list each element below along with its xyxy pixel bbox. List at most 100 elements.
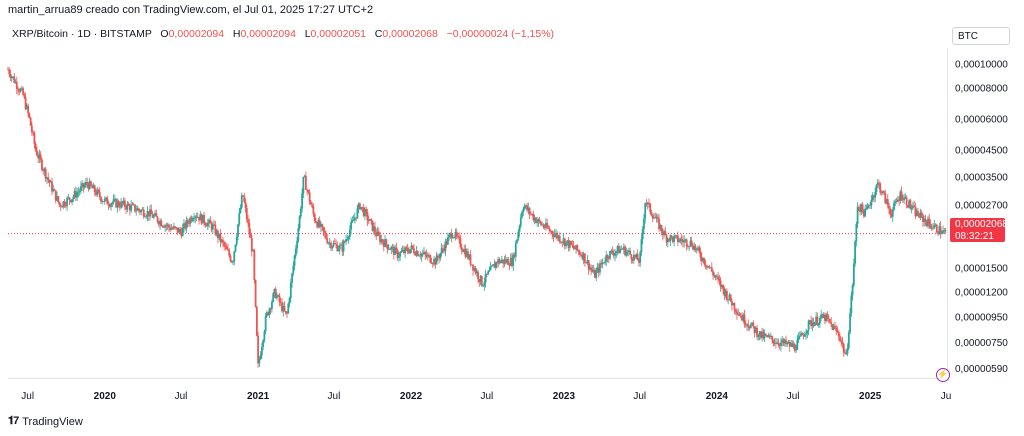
y-tick-label-7: 0,00001200 [955,288,1008,299]
candle-body-699 [885,199,888,204]
candle-body-373 [475,271,478,274]
candle-body-689 [873,195,875,198]
candle-body-477 [606,255,609,259]
candle-body-258 [331,246,334,249]
y-tick-label-6: 0,00001500 [955,264,1008,275]
candle-body-524 [665,235,668,243]
candle-body-647 [820,314,823,319]
candle-body-644 [816,316,819,325]
candle-body-452 [575,245,577,250]
candle-body-216 [278,295,281,302]
candle-body-390 [497,259,500,264]
candle-body-327 [418,255,420,257]
candle-body-51 [71,199,73,203]
candle-body-324 [414,253,417,256]
candle-body-186 [240,195,243,208]
candle-body-690 [874,192,877,198]
candle-body-594 [753,326,756,333]
candle-body-573 [727,299,730,301]
candle-body-249 [320,224,322,227]
candle-body-326 [416,251,419,256]
high-value: 0,00002094 [240,28,296,40]
candle-body-263 [337,249,340,252]
candle-body-483 [614,253,616,256]
candle-body-649 [822,314,825,318]
candle-body-468 [595,270,598,278]
candle-body-344 [439,253,442,259]
candle-body-273 [350,222,353,230]
candle-body-490 [622,246,625,250]
candle-body-496 [630,254,633,260]
candle-body-728 [922,215,924,222]
candle-body-207 [267,312,270,315]
candle-body-272 [348,229,351,238]
tradingview-logo[interactable]: 𝟏7 TradingView [8,415,83,428]
candle-body-172 [223,242,226,246]
candle-body-385 [490,265,493,267]
candle-body-333 [425,254,428,257]
candle-body-211 [272,293,275,302]
candle-body-379 [483,282,486,286]
candle-body-219 [282,305,285,312]
candle-body-313 [400,251,403,253]
candle-body-538 [683,240,686,243]
candle-body-610 [773,342,776,344]
candle-body-550 [698,247,701,252]
chart-plot-area[interactable] [8,48,947,379]
candle-body-311 [397,256,400,258]
candle-body-587 [744,324,747,326]
bar-countdown: 08:32:21 [955,231,994,242]
candle-body-181 [234,244,237,252]
candle-body-231 [297,228,300,241]
tradingview-mark-icon: 𝟏7 [8,415,19,427]
candle-body-157 [204,223,207,226]
candle-body-293 [375,232,378,236]
symbol-name[interactable]: XRP/Bitcoin · 1D · BITSTAMP [12,28,152,40]
y-tick-label-10: 0,00000590 [955,364,1008,375]
candle-body-58 [79,186,82,192]
candle-body-238 [306,189,309,191]
candle-body-190 [245,207,248,220]
candle-body-563 [714,275,717,278]
candle-body-639 [810,320,813,326]
candle-body-627 [795,349,797,351]
candle-body-441 [561,242,564,243]
candle-body-377 [480,275,483,286]
currency-selector[interactable]: BTC [952,27,1010,45]
candle-body-20 [32,132,35,134]
candle-body-400 [509,257,512,266]
candle-body-611 [775,342,777,344]
candle-body-509 [646,202,649,205]
candle-body-575 [729,294,732,302]
candle-body-329 [420,253,423,257]
candle-body-617 [782,339,785,344]
candle-body-447 [568,241,571,248]
candle-body-90 [120,201,123,208]
candle-body-722 [914,206,917,217]
candle-body-162 [210,223,213,230]
candle-body-372 [474,268,477,274]
candle-body-222 [286,312,288,314]
candle-body-540 [685,239,688,247]
candle-body-21 [33,133,36,144]
candle-body-428 [545,223,547,228]
candle-body-521 [661,231,664,235]
candle-body-340 [434,258,437,265]
candle-body-589 [747,324,750,327]
candle-body-694 [879,183,882,193]
candle-body-474 [602,262,605,264]
candle-body-41 [58,202,61,206]
candle-body-72 [97,189,100,192]
candle-body-462 [587,260,590,270]
candle-body-155 [201,214,204,224]
candle-body-65 [88,181,91,190]
candle-body-602 [763,334,766,339]
candle-body-505 [641,229,644,240]
x-tick-label-11: 2025 [859,391,882,402]
candle-body-740 [937,232,939,235]
candle-body-287 [367,220,370,222]
candle-body-45 [63,201,66,206]
timezone-icon[interactable]: ⚡ [936,368,950,382]
candle-body-634 [803,334,806,337]
